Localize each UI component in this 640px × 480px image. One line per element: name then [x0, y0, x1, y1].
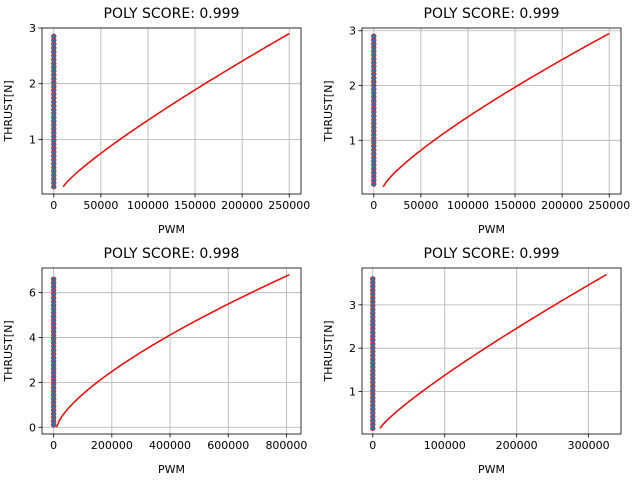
axes-frame [41, 267, 302, 435]
x-tick-label: 0 [369, 439, 376, 452]
y-axis-label: THRUST[N] [322, 320, 335, 382]
fit-line [62, 32, 290, 188]
x-tick-label: 100000 [447, 199, 489, 212]
axes-frame [41, 27, 302, 195]
x-tick-label: 300000 [568, 439, 610, 452]
x-tick-label: 200000 [221, 199, 263, 212]
x-tick-label: 150000 [494, 199, 536, 212]
subplot-3: 0 200000 400000 600000 800000 0 2 4 6 POLY SCORE:… [2, 246, 307, 476]
x-tick-label: 250000 [268, 199, 310, 212]
y-axis-label: THRUST[N] [2, 320, 15, 382]
y-axis-label: THRUST[N] [322, 80, 335, 142]
x-tick-label: 800000 [265, 439, 307, 452]
y-axis-label: THRUST[N] [2, 80, 15, 142]
x-tick-label: 0 [370, 199, 377, 212]
fit-line [55, 274, 290, 428]
x-axis-label: PWM [158, 463, 185, 476]
data-point [371, 33, 377, 39]
data-point [50, 276, 57, 282]
y-tick-label: 3 [349, 25, 356, 38]
x-tick-label: 150000 [174, 199, 216, 212]
y-tick-label: 1 [349, 134, 356, 147]
y-tick-label: 2 [349, 80, 356, 93]
x-tick-label: 400000 [149, 439, 191, 452]
x-tick-label: 600000 [207, 439, 249, 452]
axes-frame [361, 267, 622, 435]
fit-line [382, 32, 610, 188]
chart-title: POLY SCORE: 0.998 [104, 246, 240, 262]
y-tick-label: 0 [29, 421, 36, 434]
fit-line [379, 273, 607, 429]
x-axis-label: PWM [158, 223, 185, 236]
x-tick-label: 0 [50, 199, 57, 212]
y-tick-label: 2 [349, 342, 356, 355]
x-tick-label: 200000 [541, 199, 583, 212]
chart-title: POLY SCORE: 0.999 [424, 6, 560, 22]
x-tick-label: 250000 [588, 199, 630, 212]
y-tick-label: 2 [29, 376, 36, 389]
chart-title: POLY SCORE: 0.999 [424, 246, 560, 262]
data-point [370, 276, 376, 282]
x-tick-label: 50000 [403, 199, 438, 212]
subplot-2: 0 50000 100000 150000 200000 250000 1 2 3 POLY SC… [322, 6, 630, 236]
x-tick-label: 200000 [496, 439, 538, 452]
x-tick-label: 100000 [424, 439, 466, 452]
y-tick-label: 1 [349, 386, 356, 399]
y-tick-label: 3 [349, 299, 356, 312]
chart-title: POLY SCORE: 0.999 [104, 6, 240, 22]
axes-frame [361, 27, 622, 195]
subplot-1: 0 50000 100000 150000 200000 250000 1 2 3 POLY SC… [2, 6, 310, 236]
data-point [51, 33, 57, 40]
x-axis-label: PWM [478, 223, 505, 236]
y-tick-label: 1 [29, 133, 36, 146]
x-tick-label: 0 [50, 439, 57, 452]
y-tick-label: 4 [29, 332, 36, 345]
subplot-4: 0 100000 200000 300000 1 2 3 POLY SCORE: 0.999 P… [322, 246, 622, 476]
x-tick-label: 200000 [91, 439, 133, 452]
x-axis-label: PWM [478, 463, 505, 476]
x-tick-label: 50000 [83, 199, 118, 212]
x-tick-label: 100000 [127, 199, 169, 212]
y-tick-label: 6 [29, 287, 36, 300]
y-tick-label: 2 [29, 78, 36, 91]
y-tick-label: 3 [29, 22, 36, 35]
